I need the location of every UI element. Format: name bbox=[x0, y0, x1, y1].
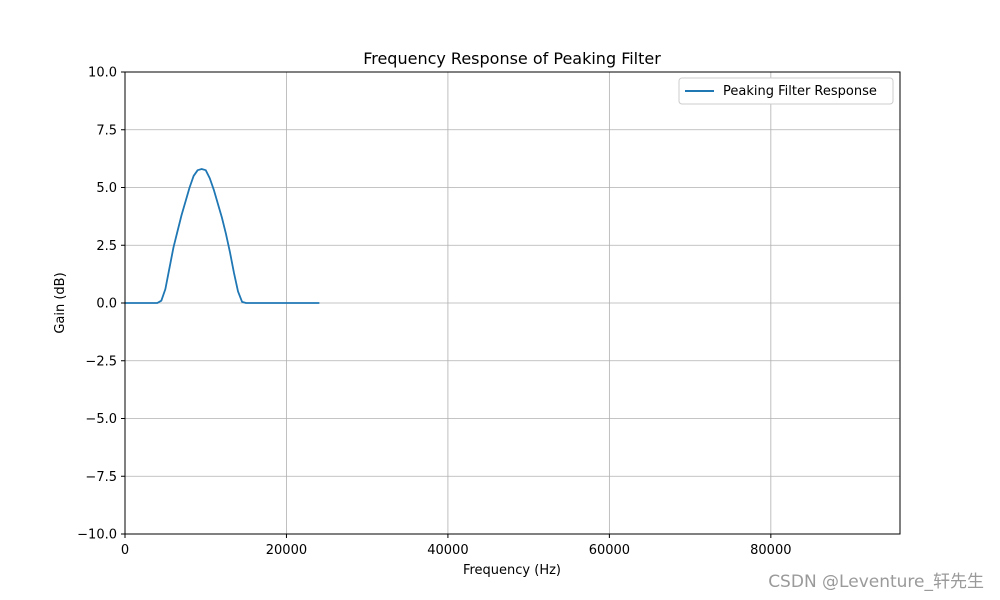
y-tick-label: 5.0 bbox=[96, 181, 117, 196]
y-tick-label: −10.0 bbox=[77, 528, 117, 543]
x-tick-label: 0 bbox=[121, 543, 129, 558]
y-tick-label: −5.0 bbox=[85, 412, 117, 427]
y-tick-label: −7.5 bbox=[85, 470, 117, 485]
legend-label: Peaking Filter Response bbox=[723, 84, 877, 99]
x-axis: 0 20000 40000 60000 80000 bbox=[121, 534, 792, 558]
watermark: CSDN @Leventure_轩先生 bbox=[768, 572, 984, 592]
y-tick-label: 7.5 bbox=[96, 123, 117, 138]
y-axis: 10.0 7.5 5.0 2.5 0.0 −2.5 −5.0 −7.5 −10.0 bbox=[77, 66, 125, 543]
y-tick-label: 2.5 bbox=[96, 239, 117, 254]
x-tick-label: 80000 bbox=[750, 543, 791, 558]
chart-title: Frequency Response of Peaking Filter bbox=[363, 49, 661, 68]
y-tick-label: −2.5 bbox=[85, 354, 117, 369]
y-axis-label: Gain (dB) bbox=[53, 272, 68, 333]
y-tick-label: 0.0 bbox=[96, 297, 117, 312]
series-layer bbox=[124, 168, 320, 304]
x-tick-label: 40000 bbox=[427, 543, 468, 558]
x-axis-label: Frequency (Hz) bbox=[463, 563, 561, 578]
legend: Peaking Filter Response bbox=[678, 77, 894, 105]
y-tick-label: 10.0 bbox=[88, 66, 117, 81]
legend-box bbox=[678, 77, 894, 105]
series-line bbox=[124, 168, 320, 304]
x-tick-label: 20000 bbox=[266, 543, 307, 558]
x-tick-label: 60000 bbox=[589, 543, 630, 558]
